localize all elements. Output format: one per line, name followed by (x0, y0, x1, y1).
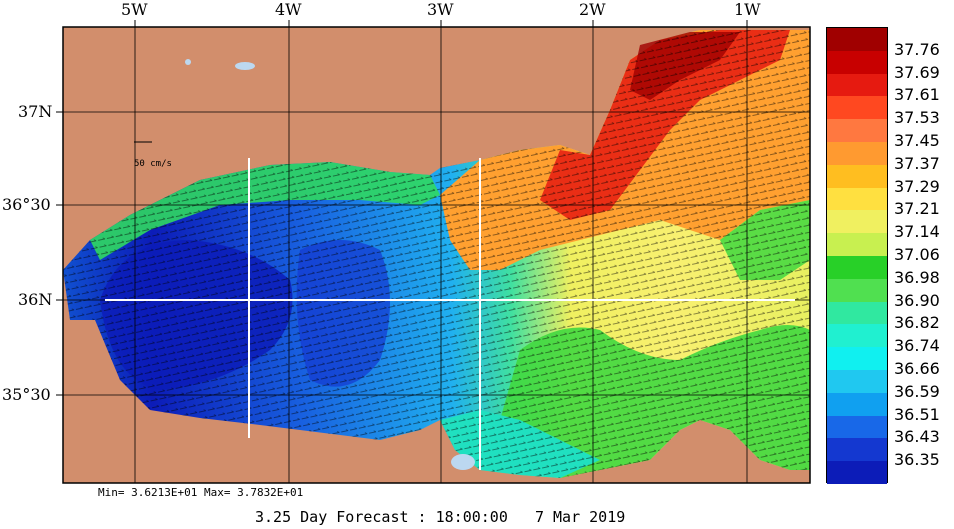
colorbar-segment (827, 73, 887, 97)
scale-label: 50 cm/s (134, 159, 172, 169)
colorbar-segment (827, 142, 887, 166)
colorbar-tick-label: 37.69 (894, 62, 940, 82)
colorbar-tick-label: 36.74 (894, 336, 940, 356)
map-frame (62, 26, 811, 484)
lat-label: 36N (18, 290, 53, 309)
colorbar-segment (827, 347, 887, 371)
colorbar-segment (827, 324, 887, 348)
forecast-caption: 3.25 Day Forecast : 18:00:00 7 Mar 2019 (255, 508, 626, 526)
lagoon (451, 454, 475, 470)
colorbar-tick-label: 37.06 (894, 245, 940, 264)
colorbar-segment (827, 50, 887, 75)
inland-water (185, 59, 191, 65)
lat-label: 35°30 (2, 385, 51, 404)
colorbar-segment (827, 370, 887, 394)
colorbar-segment (827, 164, 887, 189)
colorbar-tick-label: 36.43 (894, 427, 940, 447)
lon-label: 1W (734, 0, 761, 19)
colorbar-segment (827, 28, 887, 52)
colorbar-tick-label: 37.14 (894, 222, 940, 242)
colorbar-tick-label: 37.21 (894, 199, 940, 219)
colorbar-segment (827, 233, 887, 257)
colorbar-tick-label: 36.82 (894, 313, 940, 333)
colorbar-tick-label: 37.37 (894, 153, 940, 173)
colorbar-tick-label: 37.61 (894, 85, 940, 105)
colorbar-tick-label: 36.98 (894, 267, 940, 287)
lon-label: 4W (275, 0, 302, 19)
colorbar-segment (827, 96, 887, 120)
colorbar-segment (827, 187, 887, 211)
inland-water (235, 62, 255, 70)
colorbar-segment (827, 415, 887, 439)
colorbar-segment (827, 461, 887, 485)
min-max-stats: Min= 3.6213E+01 Max= 3.7832E+01 (98, 486, 304, 499)
colorbar-segment (827, 210, 887, 234)
lat-label: 37N (18, 102, 53, 121)
colorbar-tick-label: 36.59 (894, 381, 940, 401)
colorbar-tick-label: 37.53 (894, 108, 940, 128)
lon-label: 2W (579, 0, 606, 19)
colorbar-tick-label: 36.51 (894, 404, 940, 424)
section-lines (105, 158, 795, 470)
colorbar-tick-label: 36.90 (894, 290, 940, 310)
colorbar-tick-label: 36.66 (894, 359, 940, 378)
colorbar-segment (827, 438, 887, 462)
colorbar-segment (827, 119, 887, 143)
lon-label: 3W (427, 0, 454, 19)
colorbar-segment (827, 392, 887, 417)
colorbar-tick-label: 37.45 (894, 131, 940, 150)
lat-label: 36°30 (2, 195, 51, 214)
colorbar-tick-label: 37.76 (894, 39, 940, 59)
colorbar-tick-label: 37.29 (894, 176, 940, 196)
colorbar-tick-label: 36.35 (894, 450, 940, 470)
colorbar-segment (827, 301, 887, 325)
colorbar-segment (827, 278, 887, 303)
colorbar-segment (827, 256, 887, 280)
colorbar (826, 27, 888, 485)
lon-label: 5W (121, 0, 148, 19)
